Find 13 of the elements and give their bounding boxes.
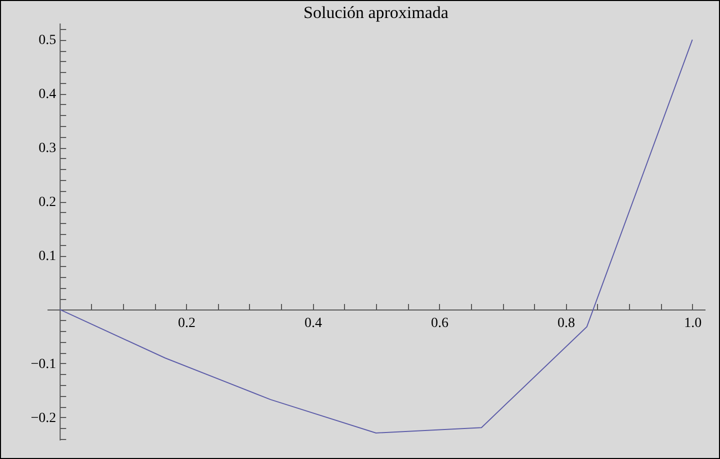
x-tick-label: 0.4 <box>304 316 322 331</box>
x-tick-label: 0.6 <box>431 316 449 331</box>
y-tick-label: −0.2 <box>30 410 56 426</box>
y-tick-label: 0.1 <box>38 249 56 264</box>
y-tick-label: 0.4 <box>38 87 56 102</box>
y-tick-label: 0.5 <box>38 33 56 48</box>
y-tick-label: −0.1 <box>30 356 56 372</box>
x-tick-label: 1.0 <box>684 316 702 331</box>
x-tick-label: 0.8 <box>558 316 576 331</box>
x-tick-label: 0.2 <box>178 316 196 331</box>
y-tick-label: 0.2 <box>38 195 56 210</box>
chart-title: Solución aproximada <box>304 2 449 22</box>
y-tick-label: 0.3 <box>38 141 56 156</box>
